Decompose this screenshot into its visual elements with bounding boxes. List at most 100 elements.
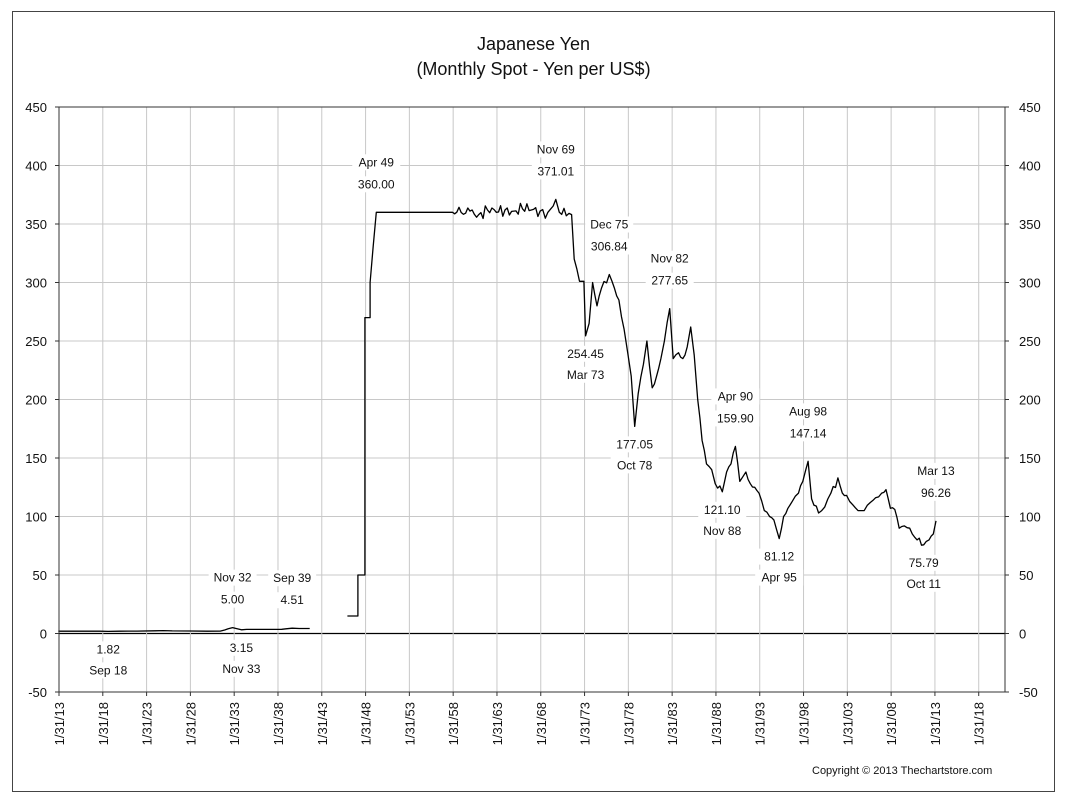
y-tick-label-right: 300 — [1019, 276, 1041, 291]
annotation-bg — [915, 484, 957, 501]
annotation-nov82: Nov 82 — [651, 252, 689, 266]
x-tick-label: 1/31/43 — [315, 702, 330, 745]
annotation-bg — [224, 639, 259, 656]
annotation-nov33: 3.15 — [230, 641, 254, 655]
annotation-nov82: 277.65 — [651, 274, 688, 288]
annotation-bg — [585, 238, 634, 255]
y-tick-label-right: -50 — [1019, 685, 1038, 700]
x-tick-label: 1/31/73 — [578, 702, 593, 745]
x-tick-label: 1/31/98 — [797, 702, 812, 745]
annotation-bg — [711, 410, 760, 427]
y-tick-label-left: 400 — [25, 159, 47, 174]
y-tick-label-right: 0 — [1019, 627, 1026, 642]
annotation-bg — [698, 501, 747, 518]
x-tick-label: 1/31/13 — [928, 702, 943, 745]
annotation-nov32: 5.00 — [221, 593, 245, 607]
x-tick-label: 1/31/13 — [52, 702, 67, 745]
y-tick-label-right: 350 — [1019, 217, 1041, 232]
x-tick-label: 1/31/18 — [972, 702, 987, 745]
annotation-sep39: Sep 39 — [273, 571, 311, 585]
annotation-aug98: Aug 98 — [789, 404, 827, 418]
series-layer — [58, 198, 937, 633]
annotation-bg — [755, 569, 804, 586]
annotation-sep18: 1.82 — [97, 642, 121, 656]
annotation-bg — [711, 388, 760, 405]
annotation-bg — [645, 250, 694, 267]
annotation-bg — [561, 366, 610, 383]
annotation-bg — [610, 457, 659, 474]
annotation-nov69: Nov 69 — [537, 142, 575, 156]
y-tick-label-right: 150 — [1019, 451, 1041, 466]
y-tick-label-left: 200 — [25, 393, 47, 408]
y-tick-label-right: 200 — [1019, 393, 1041, 408]
y-tick-label-left: 450 — [25, 100, 47, 115]
series-line — [347, 198, 937, 617]
x-tick-label: 1/31/93 — [753, 702, 768, 745]
annotation-bg — [911, 462, 960, 479]
copyright-text: Copyright © 2013 Thechartstore.com — [812, 765, 993, 777]
y-tick-label-left: 0 — [40, 627, 47, 642]
annotation-dec75: 306.84 — [591, 239, 628, 253]
annotation-apr90: Apr 90 — [718, 389, 754, 403]
y-tick-label-right: 50 — [1019, 568, 1033, 583]
annotation-mar73: 254.45 — [567, 347, 604, 361]
chart-subtitle: (Monthly Spot - Yen per US$) — [416, 59, 651, 79]
x-tick-label: 1/31/33 — [227, 702, 242, 745]
annotation-bg — [758, 548, 800, 565]
y-tick-label-left: -50 — [28, 685, 47, 700]
annotation-bg — [91, 641, 126, 658]
x-tick-label: 1/31/68 — [534, 702, 549, 745]
x-tick-label: 1/31/83 — [665, 702, 680, 745]
y-tick-label-right: 100 — [1019, 510, 1041, 525]
annotation-bg — [217, 660, 266, 677]
annotation-nov32: Nov 32 — [214, 571, 252, 585]
annotation-bg — [784, 403, 833, 420]
tick-layer: -50 -50 0 0 50 50 100 100 150 150 200 200 250 250 300 3… — [25, 100, 1040, 745]
annotation-bg — [208, 569, 257, 586]
annotation-bg — [585, 216, 634, 233]
annotation-bg — [268, 570, 317, 587]
annotation-nov88: Nov 88 — [703, 524, 741, 538]
annotation-apr95: 81.12 — [764, 550, 794, 564]
annotation-bg — [215, 591, 250, 608]
x-tick-label: 1/31/78 — [621, 702, 636, 745]
annotation-apr49: Apr 49 — [359, 155, 395, 169]
annotation-aug98: 147.14 — [790, 426, 827, 440]
grid-layer — [58, 106, 1005, 693]
chart-title: Japanese Yen — [476, 34, 591, 54]
x-tick-label: 1/31/58 — [446, 702, 461, 745]
annotation-sep18: Sep 18 — [89, 663, 127, 677]
y-tick-label-left: 100 — [25, 510, 47, 525]
annotation-bg — [531, 141, 580, 158]
annotation-oct11: 75.79 — [909, 556, 939, 570]
x-tick-label: 1/31/23 — [140, 702, 155, 745]
annotation-apr95: Apr 95 — [762, 571, 798, 585]
annotation-bg — [275, 592, 310, 609]
annotation-bg — [84, 662, 133, 679]
y-tick-label-left: 350 — [25, 217, 47, 232]
annotation-apr49: 360.00 — [358, 177, 395, 191]
annotation-oct78: 177.05 — [616, 437, 653, 451]
annotation-mar13: 96.26 — [921, 486, 951, 500]
chart-frame — [12, 11, 1055, 792]
x-tick-label: 1/31/63 — [490, 702, 505, 745]
annotation-dec75: Dec 75 — [590, 217, 628, 231]
annotation-nov88: 121.10 — [704, 503, 741, 517]
x-tick-label: 1/31/28 — [183, 702, 198, 745]
annotation-mar73: Mar 73 — [567, 368, 605, 382]
annotation-layer: 1.82 Sep 18 Nov 32 5.00 3.15 Nov 33 Sep 39 4.51… — [84, 141, 960, 679]
y-tick-label-left: 250 — [25, 334, 47, 349]
annotation-nov69: 371.01 — [537, 164, 574, 178]
x-tick-label: 1/31/48 — [359, 702, 374, 745]
y-tick-label-left: 150 — [25, 451, 47, 466]
annotation-bg — [352, 154, 401, 171]
y-tick-label-right: 400 — [1019, 159, 1041, 174]
x-tick-label: 1/31/08 — [884, 702, 899, 745]
x-tick-label: 1/31/53 — [402, 702, 417, 745]
annotation-bg — [645, 272, 694, 289]
annotation-bg — [698, 522, 747, 539]
x-tick-label: 1/31/88 — [709, 702, 724, 745]
annotation-bg — [899, 575, 948, 592]
annotation-bg — [903, 554, 945, 571]
